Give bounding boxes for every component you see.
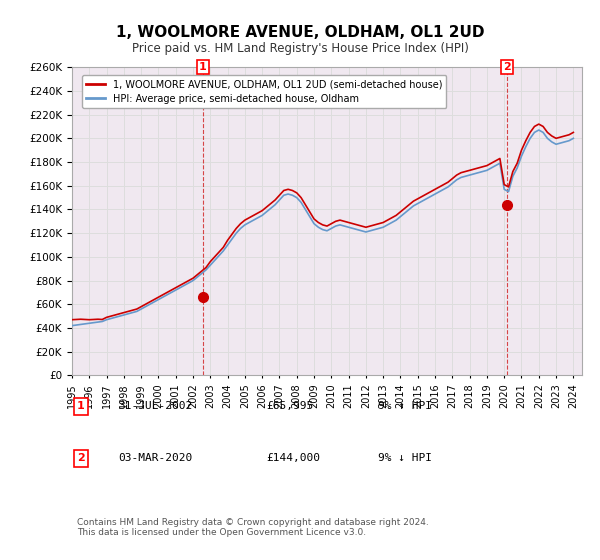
Text: 1: 1 bbox=[77, 402, 85, 412]
Text: 31-JUL-2002: 31-JUL-2002 bbox=[118, 402, 192, 412]
Text: 2: 2 bbox=[503, 62, 511, 72]
Legend: 1, WOOLMORE AVENUE, OLDHAM, OL1 2UD (semi-detached house), HPI: Average price, s: 1, WOOLMORE AVENUE, OLDHAM, OL1 2UD (sem… bbox=[82, 75, 446, 108]
Text: 1: 1 bbox=[199, 62, 207, 72]
Text: 9% ↓ HPI: 9% ↓ HPI bbox=[378, 454, 432, 464]
Text: Price paid vs. HM Land Registry's House Price Index (HPI): Price paid vs. HM Land Registry's House … bbox=[131, 42, 469, 55]
Text: 2: 2 bbox=[77, 454, 85, 464]
Text: £144,000: £144,000 bbox=[266, 454, 320, 464]
Text: Contains HM Land Registry data © Crown copyright and database right 2024.
This d: Contains HM Land Registry data © Crown c… bbox=[77, 517, 429, 537]
Text: 03-MAR-2020: 03-MAR-2020 bbox=[118, 454, 192, 464]
Text: £65,995: £65,995 bbox=[266, 402, 313, 412]
Text: 1, WOOLMORE AVENUE, OLDHAM, OL1 2UD: 1, WOOLMORE AVENUE, OLDHAM, OL1 2UD bbox=[116, 25, 484, 40]
Text: 9% ↑ HPI: 9% ↑ HPI bbox=[378, 402, 432, 412]
